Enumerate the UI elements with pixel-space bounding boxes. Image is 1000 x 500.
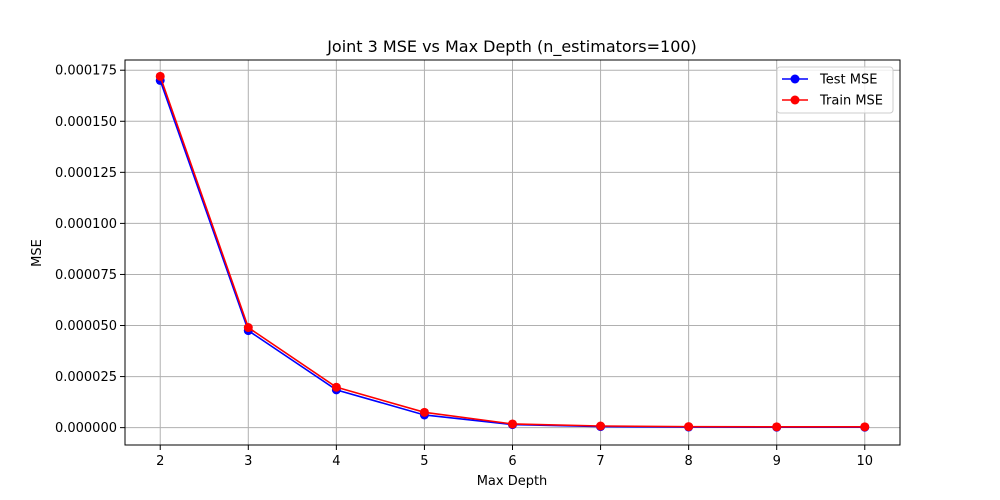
x-tick-label: 4 bbox=[332, 454, 340, 469]
y-tick-label: 0.000125 bbox=[55, 166, 117, 181]
x-tick-label: 6 bbox=[508, 454, 516, 469]
y-tick-label: 0.000050 bbox=[55, 319, 117, 334]
x-axis-label: Max Depth bbox=[477, 474, 548, 489]
x-tick-label: 5 bbox=[420, 454, 428, 469]
legend-marker bbox=[790, 74, 800, 84]
data-point bbox=[155, 71, 165, 81]
x-tick-label: 3 bbox=[244, 454, 252, 469]
x-tick-label: 7 bbox=[596, 454, 604, 469]
x-tick-label: 9 bbox=[773, 454, 781, 469]
data-point bbox=[596, 421, 606, 431]
y-axis: 0.000000 0.000025 0.000050 0.000075 0.000100… bbox=[55, 64, 125, 436]
series-train-mse bbox=[155, 71, 870, 432]
legend-item-train-mse: Train MSE bbox=[782, 94, 883, 109]
legend-label: Train MSE bbox=[819, 94, 883, 109]
x-tick-label: 8 bbox=[684, 454, 692, 469]
y-tick-label: 0.000150 bbox=[55, 115, 117, 130]
data-point bbox=[508, 419, 517, 429]
y-tick-label: 0.000100 bbox=[55, 217, 117, 232]
y-tick-label: 0.000000 bbox=[55, 421, 117, 436]
legend-item-test-mse: Test MSE bbox=[782, 73, 877, 88]
y-tick-label: 0.000075 bbox=[55, 268, 117, 283]
x-tick-label: 2 bbox=[156, 454, 164, 469]
x-axis: 2 3 4 5 6 7 8 9 10 bbox=[156, 445, 873, 469]
data-point bbox=[772, 422, 782, 432]
data-point bbox=[243, 323, 253, 333]
plot-series bbox=[155, 71, 870, 432]
data-point bbox=[419, 407, 429, 417]
data-point bbox=[860, 422, 870, 432]
legend-marker bbox=[790, 95, 800, 105]
y-tick-label: 0.000175 bbox=[55, 64, 117, 79]
legend: Test MSE Train MSE bbox=[776, 66, 894, 114]
x-tick-label: 10 bbox=[856, 454, 873, 469]
chart-title: Joint 3 MSE vs Max Depth (n_estimators=1… bbox=[326, 37, 697, 57]
legend-label: Test MSE bbox=[819, 73, 877, 88]
data-point bbox=[684, 422, 694, 432]
data-point bbox=[331, 382, 341, 392]
y-axis-label: MSE bbox=[30, 239, 45, 267]
grid bbox=[125, 60, 900, 445]
y-tick-label: 0.000025 bbox=[55, 370, 117, 385]
